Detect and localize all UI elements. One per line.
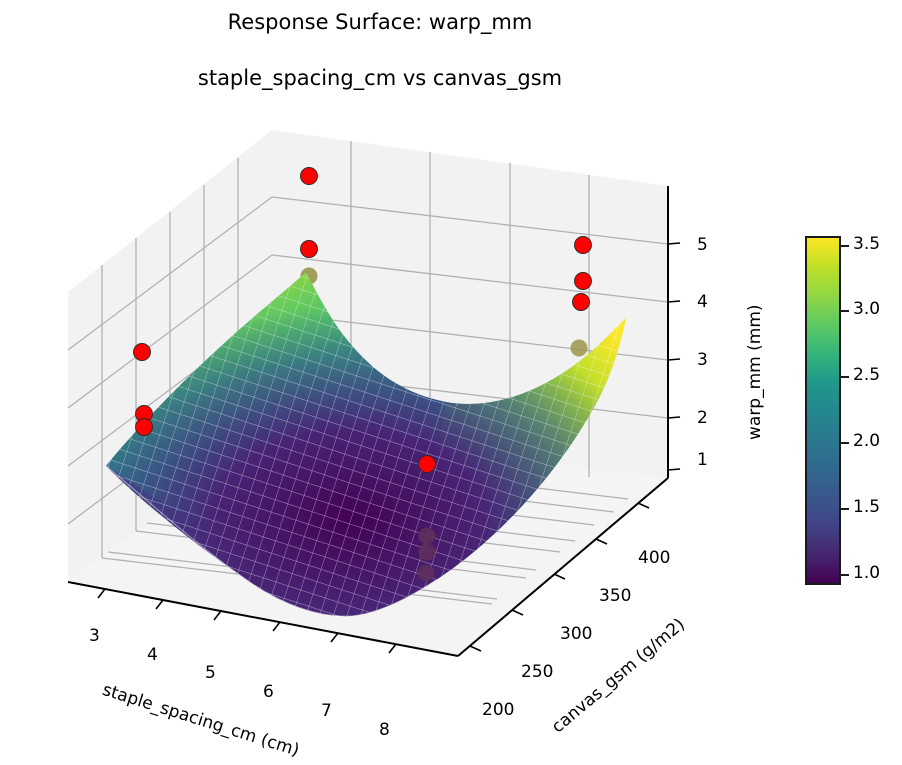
colorbar-tick-label: 2.5 bbox=[853, 365, 881, 385]
colorbar-tick-mark bbox=[841, 245, 849, 247]
colorbar[interactable]: 3.5 3.0 2.5 2.0 1.5 1.0 bbox=[803, 234, 899, 590]
y-tick-label: 250 bbox=[521, 662, 554, 682]
scatter-point bbox=[574, 272, 592, 290]
scatter-point bbox=[300, 167, 318, 185]
colorbar-tick-label: 1.0 bbox=[853, 563, 881, 583]
figure-title-line-1: Response Surface: warp_mm bbox=[227, 10, 533, 34]
surface-plot-3d[interactable]: 3 4 5 6 7 8 200 250 300 350 400 5 4 3 2 … bbox=[0, 0, 790, 765]
y-tick-label: 400 bbox=[638, 548, 671, 568]
colorbar-gradient[interactable] bbox=[805, 236, 841, 585]
figure-title-line-2: staple_spacing_cm vs canvas_gsm bbox=[197, 66, 563, 90]
y-tick-label: 350 bbox=[599, 586, 632, 606]
colorbar-tick-label: 1.5 bbox=[853, 497, 881, 517]
colorbar-tick-mark bbox=[841, 310, 849, 312]
z-tick-label: 3 bbox=[697, 350, 708, 370]
axis-spine-y bbox=[457, 477, 669, 657]
scatter-point-occluded bbox=[570, 339, 588, 357]
scatter-points-group[interactable] bbox=[133, 167, 592, 473]
axis-spine-z bbox=[667, 186, 681, 478]
colorbar-tick-mark bbox=[841, 442, 849, 444]
z-tick-label: 1 bbox=[697, 450, 708, 470]
scatter-point bbox=[572, 293, 590, 311]
colorbar-tick-label: 3.5 bbox=[853, 234, 881, 254]
scatter-point bbox=[135, 418, 153, 436]
x-tick-label: 6 bbox=[263, 682, 274, 702]
z-tick-label: 5 bbox=[697, 235, 708, 255]
scatter-occluded-lower-group bbox=[417, 527, 436, 582]
scatter-point bbox=[418, 455, 436, 473]
x-tick-label: 5 bbox=[205, 663, 216, 683]
axis-spine-x bbox=[67, 581, 459, 657]
scatter-point bbox=[574, 236, 592, 254]
z-tick-label: 4 bbox=[697, 292, 708, 312]
y-tick-label: 300 bbox=[560, 624, 593, 644]
z-axis-label: warp_mm (mm) bbox=[745, 304, 765, 440]
colorbar-tick-label: 3.0 bbox=[853, 299, 881, 319]
scatter-point bbox=[300, 240, 318, 258]
x-tick-label: 4 bbox=[147, 645, 158, 665]
colorbar-tick-mark bbox=[841, 376, 849, 378]
scatter-point-occluded bbox=[417, 564, 435, 582]
figure-title: Response Surface: warp_mm staple_spacing… bbox=[0, 8, 760, 120]
x-tick-label: 3 bbox=[89, 626, 100, 646]
axes3d-svg bbox=[67, 130, 681, 657]
z-tick-label: 2 bbox=[697, 408, 708, 428]
y-tick-label: 200 bbox=[482, 700, 515, 720]
x-tick-label: 7 bbox=[321, 701, 332, 721]
scatter-point-occluded bbox=[418, 543, 436, 561]
scatter-point-occluded bbox=[418, 527, 436, 545]
x-tick-label: 8 bbox=[379, 720, 390, 740]
scatter-point bbox=[133, 343, 151, 361]
colorbar-tick-mark bbox=[841, 574, 849, 576]
colorbar-tick-label: 2.0 bbox=[853, 431, 881, 451]
colorbar-tick-mark bbox=[841, 508, 849, 510]
